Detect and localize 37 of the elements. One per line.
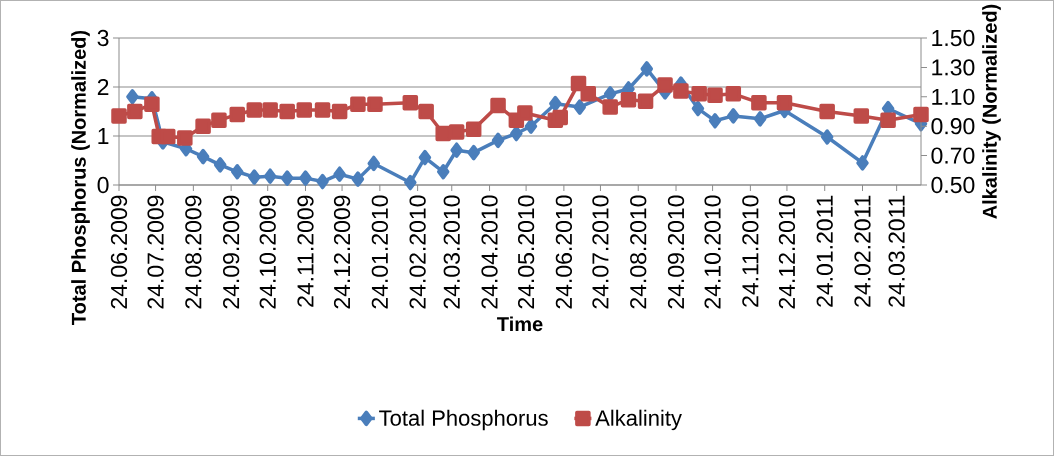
x-axis-title: Time bbox=[497, 316, 543, 332]
x-tick-label: 24.01.2011 bbox=[816, 195, 833, 307]
y-tick-label: 1 bbox=[98, 128, 109, 144]
x-tick-label: 24.09.2010 bbox=[667, 195, 685, 309]
x-tick-label: 24.03.2011 bbox=[888, 195, 905, 307]
x-tick-label: 24.02.2010 bbox=[409, 195, 426, 309]
y2-tick-label: 1.10 bbox=[932, 88, 975, 105]
y-axis-title: Total Phosphorus (Normalized) bbox=[71, 30, 90, 325]
x-tick-label: 24.06.2009 bbox=[110, 195, 128, 309]
x-tick-label: 24.12.2009 bbox=[333, 195, 351, 309]
x-tick-label: 24.12.2010 bbox=[778, 195, 796, 309]
y2-tick-label: 0.50 bbox=[931, 176, 975, 194]
y2-tick-label: 1.30 bbox=[932, 59, 975, 76]
x-tick-label: 24.06.2010 bbox=[555, 195, 573, 309]
x-tick-label: 24.08.2010 bbox=[630, 195, 647, 309]
y-tick-label: 2 bbox=[97, 78, 109, 96]
x-tick-label: 24.09.2009 bbox=[223, 195, 240, 309]
x-tick-label: 24.04.2010 bbox=[481, 195, 498, 309]
x-tick-label: 24.07.2009 bbox=[147, 195, 164, 309]
y-tick-label: 0 bbox=[97, 176, 109, 194]
x-tick-label: 24.03.2010 bbox=[443, 195, 460, 309]
x-tick-label: 24.11.2010 bbox=[742, 195, 759, 307]
x-tick-label: 24.02.2011 bbox=[854, 195, 871, 307]
x-tick-label: 24.08.2009 bbox=[185, 195, 202, 309]
x-tick-label: 24.07.2010 bbox=[592, 195, 609, 309]
y-tick-label: 3 bbox=[97, 29, 109, 47]
legend-label: Alkalinity bbox=[595, 409, 682, 431]
y2-axis-title: Alkalinity (Normalized) bbox=[982, 4, 1001, 219]
legend-label: Total Phosphorus bbox=[379, 409, 548, 431]
x-tick-label: 24.11.2009 bbox=[297, 195, 314, 307]
y2-tick-label: 0.70 bbox=[931, 147, 975, 164]
x-tick-label: 24.05.2010 bbox=[517, 195, 535, 309]
y2-tick-label: 1.50 bbox=[932, 29, 975, 47]
x-tick-label: 24.10.2010 bbox=[704, 195, 721, 309]
y2-tick-label: 0.90 bbox=[931, 118, 975, 135]
x-tick-label: 24.10.2009 bbox=[259, 195, 276, 309]
x-tick-label: 24.01.2010 bbox=[371, 195, 388, 309]
